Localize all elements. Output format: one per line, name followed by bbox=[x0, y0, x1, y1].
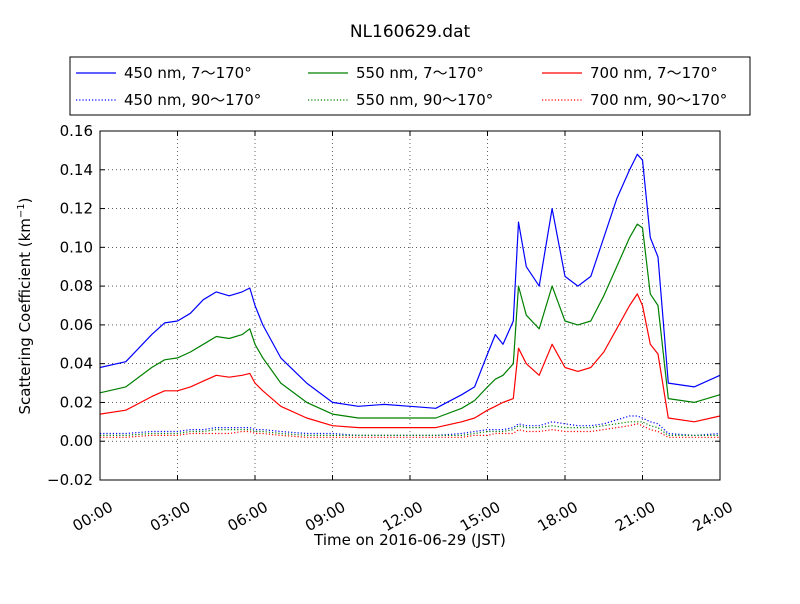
series-line bbox=[99, 223, 721, 419]
legend-label: 450 nm, 90～170° bbox=[124, 91, 261, 109]
legend-label: 550 nm, 7～170° bbox=[356, 64, 484, 82]
y-tick-label: 0.12 bbox=[60, 200, 93, 218]
legend-box bbox=[69, 56, 751, 116]
y-tick-label: 0.10 bbox=[60, 238, 93, 256]
plot-area bbox=[100, 131, 720, 480]
series-line bbox=[99, 153, 721, 409]
legend-label: 450 nm, 7～170° bbox=[124, 64, 252, 82]
series-line bbox=[99, 293, 721, 429]
legend-label: 700 nm, 7～170° bbox=[590, 64, 718, 82]
y-tick-label: 0.06 bbox=[60, 316, 93, 334]
legend: 450 nm, 7～170° 450 nm, 90～170° 550 nm, 7～1… bbox=[76, 64, 727, 109]
series-line bbox=[100, 415, 721, 436]
legend-label: 700 nm, 90～170° bbox=[590, 91, 727, 109]
y-axis-label: Scattering Coefficient (km−1) bbox=[16, 197, 34, 414]
y-axis-label-tail: ) bbox=[16, 197, 34, 203]
y-tick-label: 0.08 bbox=[60, 277, 93, 295]
y-tick-labels: −0.02 0.00 0.02 0.04 0.06 0.08 0.10 0.12 0.14 0.1… bbox=[47, 122, 93, 489]
y-tick-label: 0.04 bbox=[60, 355, 93, 373]
y-tick-label: −0.02 bbox=[47, 471, 93, 489]
y-tick-label: 0.00 bbox=[60, 432, 93, 450]
y-tick-label: 0.02 bbox=[60, 393, 93, 411]
chart-title: NL160629.dat bbox=[350, 22, 471, 42]
y-tick-label: 0.16 bbox=[60, 122, 93, 140]
legend-label: 550 nm, 90～170° bbox=[356, 91, 493, 109]
x-axis-label: Time on 2016-06-29 (JST) bbox=[313, 531, 506, 549]
y-tick-label: 0.14 bbox=[60, 161, 93, 179]
y-axis-label-superscript: −1 bbox=[16, 203, 27, 218]
series-lines bbox=[99, 153, 721, 438]
grid bbox=[100, 131, 720, 480]
axis-ticks bbox=[99, 130, 721, 481]
y-axis-label-main: Scattering Coefficient (km bbox=[16, 218, 34, 414]
